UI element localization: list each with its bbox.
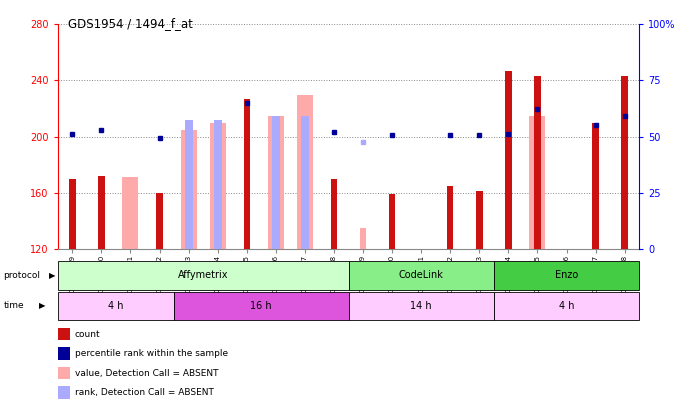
- Text: 4 h: 4 h: [559, 301, 575, 311]
- Bar: [622, 76, 628, 249]
- Bar: [98, 176, 105, 249]
- Text: 4 h: 4 h: [108, 301, 124, 311]
- Bar: [592, 123, 599, 249]
- Bar: [174, 292, 348, 320]
- Bar: [494, 261, 639, 290]
- Bar: [184, 120, 192, 249]
- Bar: [476, 192, 483, 249]
- Text: CodeLink: CodeLink: [398, 271, 443, 280]
- Bar: [301, 115, 309, 249]
- Text: rank, Detection Call = ABSENT: rank, Detection Call = ABSENT: [75, 388, 214, 397]
- Text: Affymetrix: Affymetrix: [178, 271, 228, 280]
- Bar: [69, 179, 75, 249]
- Text: ▶: ▶: [39, 301, 46, 310]
- Bar: [389, 194, 395, 249]
- Text: Enzo: Enzo: [555, 271, 578, 280]
- Bar: [534, 76, 541, 249]
- Bar: [348, 292, 494, 320]
- Text: protocol: protocol: [3, 271, 40, 280]
- Text: percentile rank within the sample: percentile rank within the sample: [75, 349, 228, 358]
- Text: count: count: [75, 330, 101, 339]
- Bar: [297, 94, 313, 249]
- Bar: [58, 261, 348, 290]
- Bar: [268, 115, 284, 249]
- Text: value, Detection Call = ABSENT: value, Detection Call = ABSENT: [75, 369, 218, 377]
- Text: 14 h: 14 h: [410, 301, 432, 311]
- Bar: [505, 70, 511, 249]
- Bar: [272, 115, 280, 249]
- Bar: [209, 123, 226, 249]
- Bar: [530, 115, 545, 249]
- Text: time: time: [3, 301, 24, 310]
- Bar: [360, 228, 367, 249]
- Bar: [348, 261, 494, 290]
- Bar: [122, 177, 139, 249]
- Bar: [494, 292, 639, 320]
- Bar: [330, 179, 337, 249]
- Text: GDS1954 / 1494_f_at: GDS1954 / 1494_f_at: [68, 17, 193, 30]
- Bar: [156, 193, 163, 249]
- Bar: [127, 177, 134, 249]
- Text: ▶: ▶: [49, 271, 56, 280]
- Text: 16 h: 16 h: [250, 301, 272, 311]
- Bar: [58, 292, 174, 320]
- Bar: [214, 120, 222, 249]
- Bar: [181, 130, 197, 249]
- Bar: [447, 186, 454, 249]
- Bar: [243, 99, 250, 249]
